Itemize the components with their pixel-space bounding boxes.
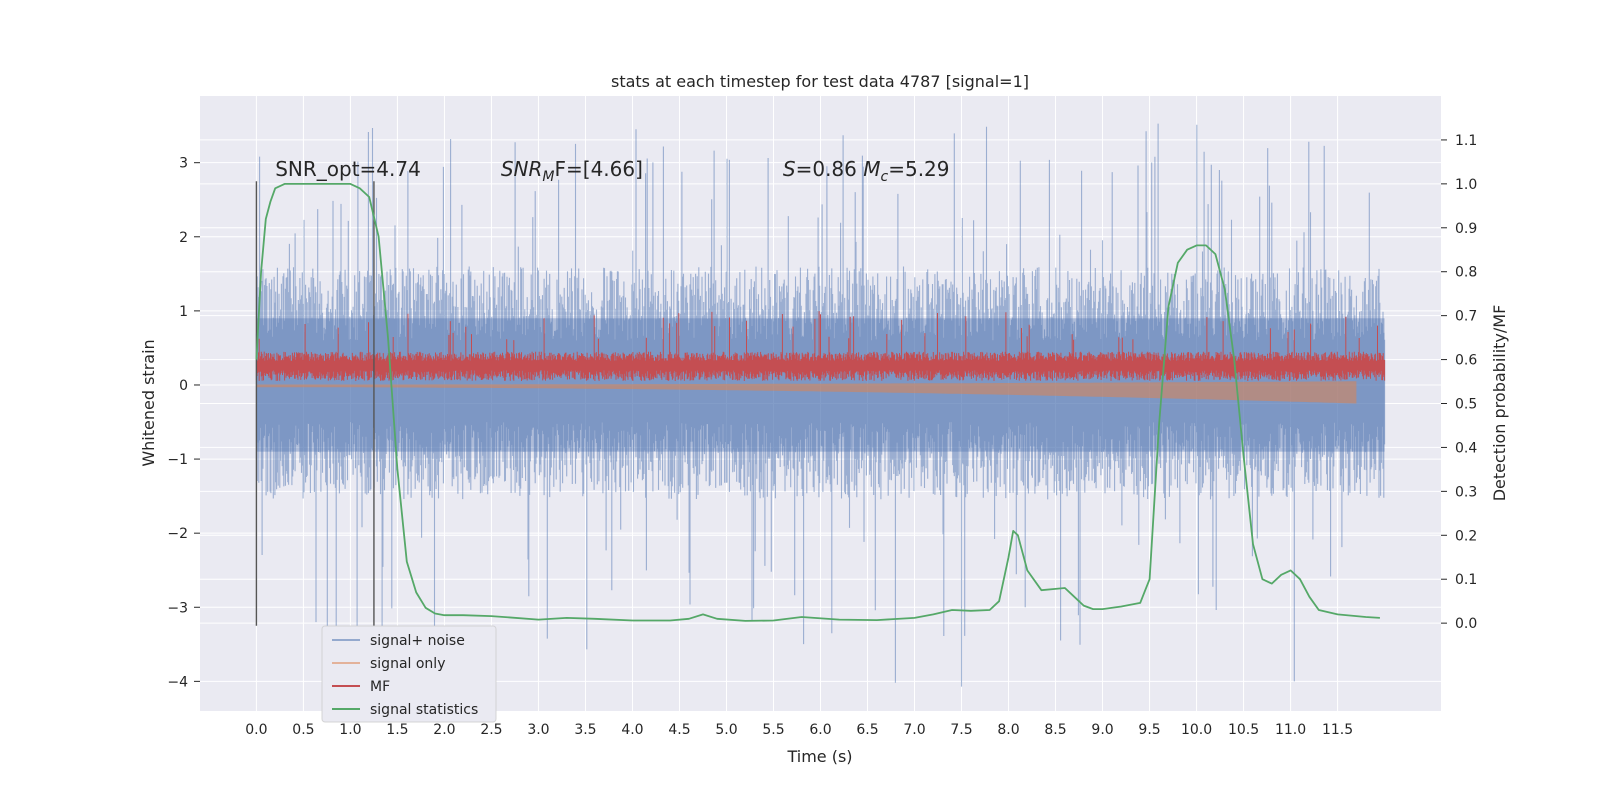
series-signal-statistics [255,182,1380,622]
y2-tick-label: 0.7 [1455,309,1477,325]
x-axis-ticks: 0.0 0.5 1.0 1.5 2.0 2.5 3.0 3.5 4.0 4.5 5.0 5.5 6.0 6… [245,722,1353,738]
annotation-s-mc: S=0.86 Mc=5.29 [783,157,950,185]
legend-label-signal: signal only [370,656,445,672]
y2-tick-label: 0.0 [1455,616,1477,632]
x-tick-label: 7.5 [950,722,972,738]
x-tick-label: 4.5 [668,722,690,738]
x-tick-label: 6.0 [809,722,831,738]
x-tick-label: 10.5 [1228,722,1259,738]
x-tick-label: 3.0 [527,722,549,738]
y2-tick-label: 0.9 [1455,221,1477,237]
legend-box [321,625,497,723]
x-tick-label: 5.5 [762,722,784,738]
y2-tick-label: 0.5 [1455,397,1477,413]
y-tick-label: −3 [167,600,188,616]
y2-tick-label: 0.2 [1455,528,1477,544]
annotation-snr-mf: SNRMF=[4.66] [501,157,643,185]
y2-tick-label: 1.1 [1455,133,1477,149]
x-tick-label: 7.0 [903,722,925,738]
x-tick-label: 10.0 [1181,722,1212,738]
signal-trace [256,381,1357,422]
y2-axis-label: Detection probability/MF [1490,305,1509,502]
x-tick-label: 6.5 [856,722,878,738]
y2-tick-label: 0.8 [1455,265,1477,281]
legend: signal+ noise signal only MF signal stat… [321,625,497,723]
x-tick-label: 3.5 [574,722,596,738]
y2-tick-label: 1.0 [1455,177,1477,193]
legend-label-noise: signal+ noise [370,633,465,649]
x-tick-label: 9.5 [1138,722,1160,738]
y2-tick-label: 0.6 [1455,353,1477,369]
legend-label-stats: signal statistics [370,702,478,718]
x-tick-label: 1.5 [386,722,408,738]
y2-axis-ticks: 1.1 1.0 0.9 0.8 0.7 0.6 0.5 0.4 0.3 0.2 0.1 0.0 [1441,133,1477,632]
stats-line [255,182,1380,622]
y-tick-label: 3 [179,156,188,172]
x-tick-label: 8.0 [997,722,1019,738]
y-tick-label: −4 [167,674,188,690]
x-tick-label: 4.0 [621,722,643,738]
x-tick-label: 0.0 [245,722,267,738]
event-markers [255,181,375,626]
x-tick-label: 11.0 [1275,722,1306,738]
legend-label-mf: MF [370,679,390,695]
x-tick-label: 5.0 [715,722,737,738]
y-axis-label: Whitened strain [139,339,158,466]
annotation-snr-opt: SNR_opt=4.74 [275,157,421,181]
annotations: SNR_opt=4.74 SNRMF=[4.66] S=0.86 Mc=5.29 [275,157,949,185]
x-tick-label: 1.0 [339,722,361,738]
x-tick-label: 2.0 [433,722,455,738]
series-signal-only [256,381,1357,422]
x-tick-label: 0.5 [292,722,314,738]
y2-tick-label: 0.3 [1455,484,1477,500]
y2-tick-label: 0.4 [1455,440,1477,456]
x-axis-label: Time (s) [786,747,852,766]
x-tick-label: 8.5 [1044,722,1066,738]
x-tick-label: 9.0 [1091,722,1113,738]
y-tick-label: −2 [167,526,188,542]
chart-title: stats at each timestep for test data 478… [611,72,1029,91]
y-tick-label: 1 [179,304,188,320]
y-axis-ticks: 3 2 1 0 −1 −2 −3 −4 [167,156,200,690]
x-tick-label: 2.5 [480,722,502,738]
y-tick-label: 0 [179,378,188,394]
y2-tick-label: 0.1 [1455,572,1477,588]
y-tick-label: 2 [179,230,188,246]
y-tick-label: −1 [167,452,188,468]
x-tick-label: 11.5 [1322,722,1353,738]
